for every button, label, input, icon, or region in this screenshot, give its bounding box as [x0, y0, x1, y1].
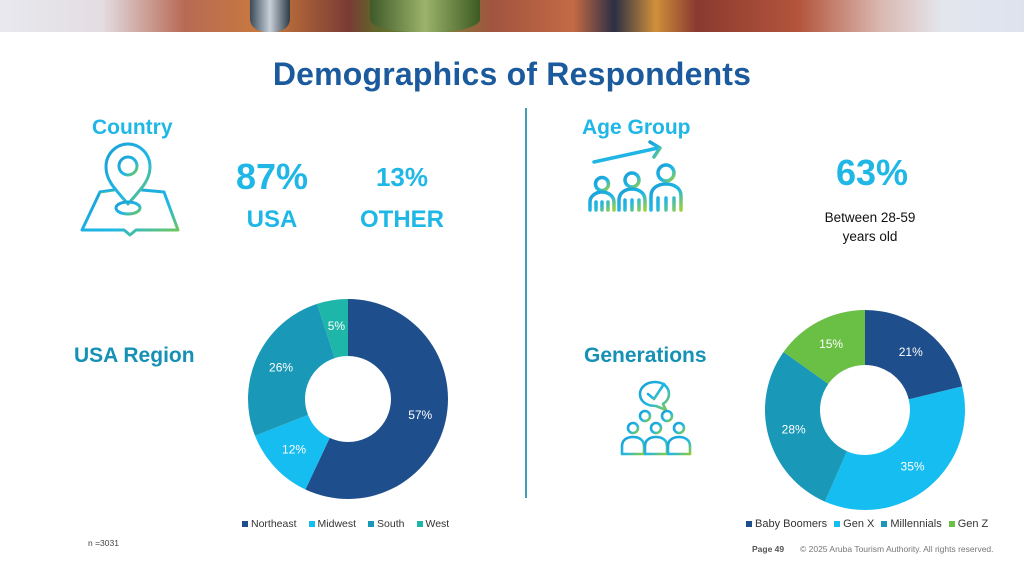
- usa-percentage: 87%: [235, 156, 309, 197]
- legend-item-gen-x: Gen X: [834, 518, 874, 530]
- slice-northeast: [305, 299, 448, 499]
- legend-item-gen-z: Gen Z: [948, 518, 989, 530]
- banner-plant-center: [370, 0, 480, 32]
- slice-millennials: [765, 351, 847, 502]
- legend-item-northeast: Northeast: [242, 518, 297, 530]
- legend-item-west: West: [416, 518, 450, 530]
- section-divider: [525, 108, 527, 498]
- age-growth-people-icon: [588, 140, 683, 212]
- legend-item-midwest: Midwest: [308, 518, 357, 530]
- page-number: Page 49: [752, 544, 785, 554]
- legend-item-baby-boomers: Baby Boomers: [746, 518, 827, 530]
- legend-swatch: [308, 521, 315, 527]
- legend-swatch: [834, 521, 841, 527]
- slice-gen-z: [783, 310, 865, 384]
- legend-swatch: [242, 521, 248, 527]
- usa-label: USA: [246, 206, 298, 233]
- age-percentage: 63%: [835, 152, 909, 193]
- legend-swatch: [881, 521, 888, 527]
- slice-midwest: [255, 414, 330, 490]
- legend-label: West: [425, 518, 450, 530]
- generations-legend: Baby Boomers Gen X Millennials Gen Z: [746, 518, 988, 530]
- legend-label: Millennials: [890, 518, 942, 530]
- data-label-gen-z: 15%: [819, 337, 843, 351]
- other-percentage: 13%: [375, 162, 429, 192]
- age-description: Between 28-59 years old: [800, 208, 940, 246]
- age-group-heading: Age Group: [582, 116, 691, 139]
- generations-donut-chart: 21% 35% 28% 15%: [765, 310, 965, 510]
- generations-heading: Generations: [584, 344, 707, 367]
- data-label-millennials: 28%: [782, 423, 806, 437]
- country-heading: Country: [92, 116, 173, 139]
- page-title: Demographics of Respondents: [272, 56, 752, 92]
- slice-baby-boomers: [865, 310, 963, 400]
- legend-label: Northeast: [251, 518, 297, 530]
- data-label-baby-boomers: 21%: [899, 345, 923, 359]
- legend-label: Baby Boomers: [755, 518, 828, 530]
- legend-item-millennials: Millennials: [881, 518, 942, 530]
- legend-label: South: [377, 518, 405, 530]
- data-label-south: 26%: [269, 360, 293, 374]
- legend-swatch: [746, 521, 752, 527]
- header-banner-image: [0, 0, 1024, 32]
- legend-label: Gen X: [843, 518, 875, 530]
- legend-item-south: South: [368, 518, 405, 530]
- data-label-midwest: 12%: [282, 443, 306, 457]
- legend-label: Gen Z: [957, 518, 989, 530]
- data-label-northeast: 57%: [408, 408, 432, 422]
- usa-region-donut-chart: 57% 12% 26% 5%: [248, 299, 448, 499]
- other-label: OTHER: [360, 206, 444, 233]
- legend-swatch: [368, 521, 375, 527]
- age-description-line1: Between 28-59: [824, 210, 916, 225]
- legend-label: Midwest: [317, 518, 357, 530]
- slice-south: [248, 303, 335, 436]
- legend-swatch: [948, 521, 955, 527]
- slice-west: [317, 299, 348, 359]
- map-pin-icon: [80, 142, 180, 237]
- data-label-west: 5%: [328, 319, 346, 333]
- age-description-line2: years old: [842, 229, 898, 244]
- banner-plant-left: [250, 0, 290, 32]
- data-label-gen-x: 35%: [901, 460, 925, 474]
- usa-region-heading: USA Region: [74, 344, 195, 367]
- group-checkmark-icon: [620, 380, 692, 456]
- legend-swatch: [416, 521, 423, 527]
- slice-gen-x: [824, 386, 965, 510]
- sample-size-note: n =3031: [88, 538, 119, 548]
- usa-region-legend: Northeast Midwest South West: [242, 518, 449, 530]
- copyright-notice: © 2025 Aruba Tourism Authority. All righ…: [800, 544, 994, 554]
